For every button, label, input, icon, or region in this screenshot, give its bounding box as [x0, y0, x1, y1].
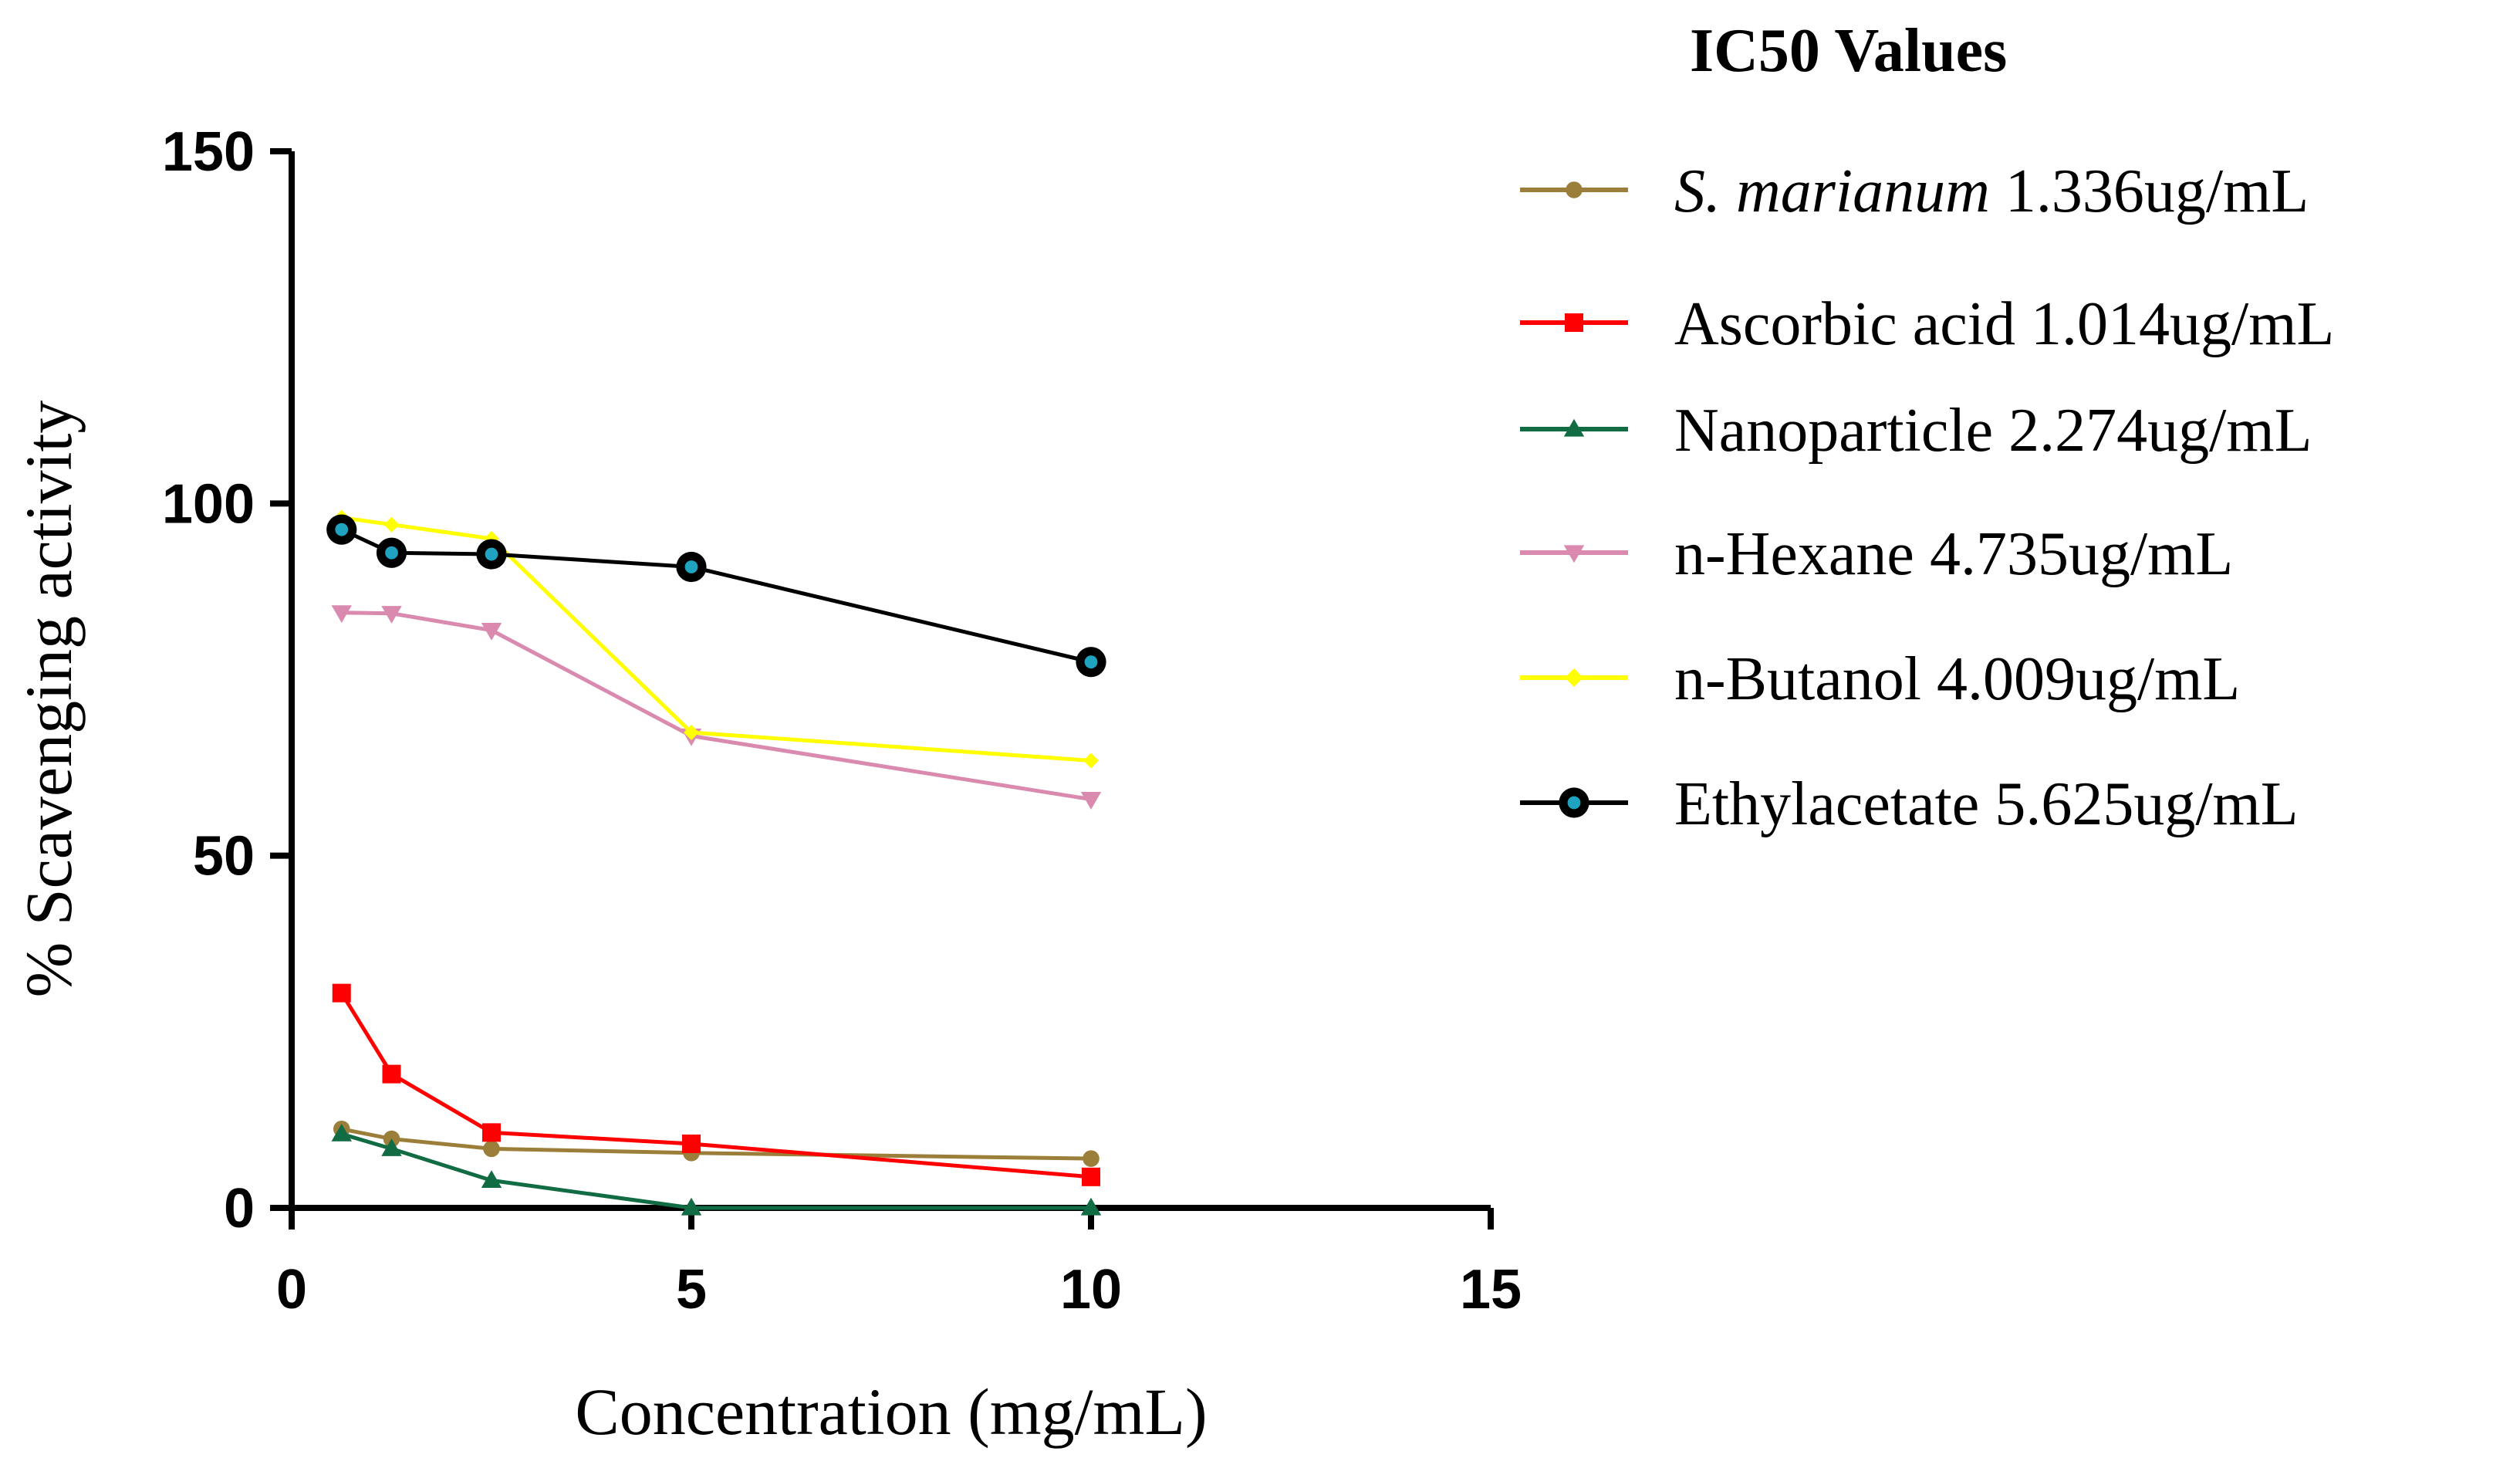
legend-label-5: Ethylacetate 5.625ug/mL: [1674, 770, 2299, 838]
series-nanoparticle-point-2: [481, 1170, 502, 1189]
series-ethylacetate-point-3-inner: [684, 560, 698, 573]
series-ascorbic-point-3: [682, 1134, 701, 1153]
legend-item-2: Nanoparticle 2.274ug/mL: [1520, 397, 2312, 465]
series-n-butanol: [333, 509, 1099, 769]
series-ascorbic-point-2: [482, 1123, 501, 1142]
series-ethylacetate: [326, 514, 1106, 678]
series-n-hexane-point-2: [481, 623, 502, 641]
legend: IC50 Values S. marianum 1.336ug/mL Ascorbi…: [1520, 17, 2334, 838]
series-n-butanol-point-3: [684, 724, 699, 740]
series-layer: [326, 509, 1106, 1216]
series-nanoparticle-point-4: [1080, 1197, 1102, 1216]
axes: 0 50 100 150 0 5 10 15 Concentration (mg/mL) % Sc…: [12, 121, 1522, 1449]
series-ethylacetate-point-2-inner: [485, 547, 498, 561]
x-tick-label-0: 0: [276, 1259, 307, 1321]
series-nanoparticle-point-0: [331, 1123, 352, 1142]
series-ascorbic-point-0: [332, 983, 351, 1003]
series-ascorbic-line: [339, 992, 1092, 1179]
x-tick-label-5: 5: [676, 1259, 707, 1321]
legend-item-3: n-Hexane 4.735ug/mL: [1520, 520, 2233, 588]
series-n-butanol-point-1: [383, 516, 400, 533]
series-ascorbic: [332, 983, 1100, 1186]
legend-label-2: Nanoparticle 2.274ug/mL: [1674, 397, 2312, 465]
legend-label-3: n-Hexane 4.735ug/mL: [1674, 520, 2233, 588]
legend-marker-0: [1566, 181, 1583, 198]
series-s-line: [341, 1127, 1092, 1161]
y-tick-label-0: 0: [224, 1178, 255, 1240]
series-s-point-4: [1083, 1150, 1100, 1167]
series-n-hexane-point-0: [331, 605, 352, 623]
series-ethylacetate-point-4: [1076, 647, 1106, 678]
series-ethylacetate-point-0: [326, 514, 357, 545]
series-ethylacetate-point-2: [476, 539, 507, 570]
legend-label-rest-0: 1.336ug/mL: [1990, 157, 2309, 225]
series-n-hexane-point-4: [1080, 792, 1102, 810]
legend-title: IC50 Values: [1690, 17, 2007, 85]
legend-label-1: Ascorbic acid 1.014ug/mL: [1674, 290, 2334, 358]
series-nanoparticle: [331, 1123, 1102, 1216]
x-axis-label: Concentration (mg/mL): [575, 1375, 1207, 1449]
series-ethylacetate-line: [340, 527, 1092, 665]
series-n-hexane-point-1: [381, 606, 402, 624]
legend-label-4: n-Butanol 4.009ug/mL: [1674, 645, 2240, 713]
series-ethylacetate-point-1: [376, 537, 407, 568]
legend-item-5: Ethylacetate 5.625ug/mL: [1520, 770, 2299, 838]
legend-label-italic-0: S. marianum: [1674, 157, 1990, 225]
legend-item-4: n-Butanol 4.009ug/mL: [1520, 645, 2240, 713]
series-n-butanol-point-4: [1083, 753, 1099, 769]
series-s-point-2: [483, 1140, 500, 1158]
series-n-hexane-line: [341, 611, 1092, 802]
y-tick-label-150: 150: [162, 121, 255, 183]
legend-marker-1: [1565, 313, 1583, 332]
series-ethylacetate-point-0-inner: [335, 523, 349, 536]
y-tick-label-50: 50: [193, 826, 255, 888]
series-ethylacetate-point-1-inner: [385, 546, 398, 560]
legend-label-0: S. marianum 1.336ug/mL: [1674, 157, 2309, 225]
legend-marker-3: [1563, 545, 1585, 563]
legend-marker-5: [1559, 787, 1589, 818]
legend-item-0: S. marianum 1.336ug/mL: [1520, 157, 2309, 225]
legend-marker-4: [1565, 668, 1583, 687]
y-tick-label-100: 100: [162, 473, 255, 535]
x-tick-label-15: 15: [1460, 1259, 1522, 1321]
series-ascorbic-point-4: [1082, 1167, 1100, 1186]
series-ethylacetate-point-4-inner: [1084, 655, 1098, 669]
legend-marker-5-inner: [1567, 796, 1581, 810]
y-axis-label: % Scavenging activity: [12, 401, 86, 998]
series-ascorbic-point-1: [382, 1064, 401, 1084]
series-nanoparticle-point-1: [381, 1138, 402, 1156]
series-nanoparticle-point-3: [681, 1197, 702, 1216]
legend-item-1: Ascorbic acid 1.014ug/mL: [1520, 290, 2334, 358]
series-ethylacetate-point-3: [676, 551, 707, 583]
x-tick-label-10: 10: [1060, 1259, 1122, 1321]
legend-marker-2: [1563, 418, 1585, 437]
series-s: [333, 1120, 1100, 1167]
